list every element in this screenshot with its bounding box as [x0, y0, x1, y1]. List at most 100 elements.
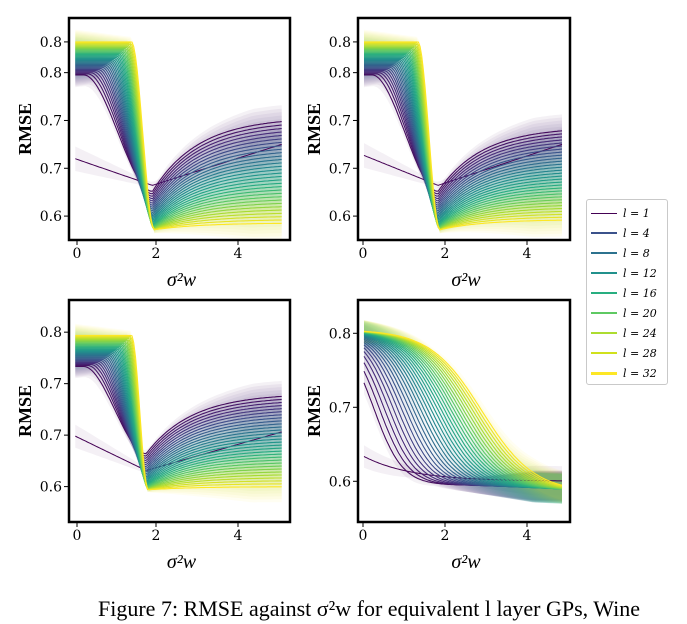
legend-label: l = 32 — [623, 366, 657, 380]
series-line-l29 — [75, 44, 282, 230]
plot-area — [75, 323, 282, 503]
series-line-l10 — [75, 357, 282, 471]
plot-area — [363, 320, 563, 504]
series-line-l22 — [364, 52, 563, 226]
legend-swatch — [591, 312, 617, 314]
series-line-l14 — [364, 61, 563, 217]
series-line-l30 — [75, 336, 282, 490]
series-line-l9 — [75, 358, 282, 470]
legend-entry: l = 20 — [591, 303, 657, 323]
y-tick-label: 0.7 — [40, 113, 62, 129]
series-line-l25 — [364, 49, 562, 229]
legend-label: l = 28 — [623, 346, 657, 360]
series-line-l6 — [75, 70, 282, 202]
band-l20 — [364, 42, 562, 227]
band-l17 — [75, 46, 282, 223]
series-line-l23 — [364, 51, 563, 227]
series-line-l26 — [75, 341, 282, 489]
axes-frame — [356, 16, 572, 242]
series-line-l11 — [75, 64, 282, 212]
band-l25 — [364, 320, 562, 504]
series-line-l5 — [75, 71, 282, 200]
series-line-l29 — [75, 337, 282, 490]
x-tick-label: 0 — [359, 528, 368, 544]
series-line-l22 — [75, 345, 282, 487]
legend: l = 1 l = 4 l = 8 l = 12 l = 16 l = 20 l… — [586, 199, 668, 385]
legend-swatch — [591, 252, 617, 254]
band-l21 — [364, 41, 562, 228]
series-line-l5 — [364, 71, 563, 200]
band-l5 — [75, 351, 282, 464]
series-line-l18 — [75, 349, 282, 483]
series-line-l12 — [75, 355, 282, 475]
series-line-l27 — [75, 46, 282, 230]
band-l18 — [75, 338, 282, 485]
legend-entry: l = 1 — [591, 203, 650, 223]
series-line-l32 — [75, 41, 282, 231]
band-l11 — [75, 345, 282, 474]
y-axis-label: RMSE — [15, 103, 35, 155]
series-line-l16 — [75, 58, 282, 220]
legend-swatch — [591, 272, 617, 274]
legend-label: l = 20 — [623, 306, 657, 320]
x-tick-label: 2 — [441, 528, 450, 544]
y-tick-label: 0.6 — [40, 209, 62, 225]
band-l15 — [75, 341, 282, 481]
legend-entry: l = 12 — [591, 263, 657, 283]
series-line-l25 — [363, 331, 563, 490]
series-line-l4 — [364, 72, 563, 197]
subplot-top-right: 0 2 4 0.6 0.7 0.7 0.8 0.8 RMSE σ²w — [304, 16, 572, 291]
series-line-l26 — [75, 47, 282, 229]
legend-entry: l = 16 — [591, 283, 657, 303]
series-line-l11 — [364, 64, 563, 212]
band-l5 — [364, 59, 562, 202]
series-line-l32 — [75, 334, 282, 491]
series-line-l24 — [363, 331, 563, 490]
x-tick-label: 4 — [234, 528, 243, 544]
legend-swatch — [591, 292, 617, 294]
legend-entry: l = 24 — [591, 323, 657, 343]
y-tick-label: 0.8 — [329, 35, 351, 51]
series-line-l13 — [75, 62, 282, 215]
series-line-l4 — [75, 363, 282, 459]
axes-frame — [67, 16, 292, 242]
series-line-l25 — [75, 49, 282, 229]
axes-frame — [67, 298, 292, 524]
x-axis-label: σ²w — [167, 269, 197, 291]
figure-caption: Figure 7: RMSE against σ²w for equivalen… — [98, 596, 641, 621]
band-l22 — [75, 40, 282, 229]
series-line-l19 — [364, 55, 563, 223]
axes-frame — [356, 298, 572, 524]
series-line-l24 — [364, 50, 563, 228]
legend-label: l = 8 — [623, 246, 650, 260]
x-tick-label: 2 — [152, 528, 161, 544]
series-line-l24 — [75, 343, 282, 488]
y-tick-label: 0.7 — [40, 428, 62, 444]
x-axis-label: σ²w — [451, 551, 481, 573]
band-l14 — [75, 342, 282, 479]
series-line-l3 — [75, 73, 282, 195]
band-l12 — [75, 51, 282, 215]
band-l19 — [75, 337, 282, 486]
x-tick-label: 4 — [523, 528, 532, 544]
series-line-l17 — [75, 57, 282, 221]
series-line-l15 — [75, 60, 282, 218]
x-axis-label: σ²w — [167, 551, 197, 573]
series-line-l28 — [364, 45, 563, 230]
series-line-l22 — [75, 52, 282, 226]
y-tick-label: 0.7 — [40, 161, 62, 177]
series-line-l8 — [75, 359, 282, 468]
series-line-l25 — [75, 342, 282, 489]
x-tick-label: 2 — [441, 246, 450, 262]
legend-entry: l = 4 — [591, 223, 650, 243]
band-l26 — [364, 320, 562, 504]
y-tick-label: 0.7 — [329, 161, 351, 177]
band-l12 — [75, 344, 282, 476]
series-line-l29 — [364, 44, 563, 230]
series-line-l26 — [364, 47, 562, 229]
band-l5 — [75, 59, 282, 202]
legend-swatch — [591, 332, 617, 334]
series-line-l10 — [75, 65, 282, 210]
band-l17 — [75, 339, 282, 484]
series-line-l13 — [75, 354, 282, 476]
